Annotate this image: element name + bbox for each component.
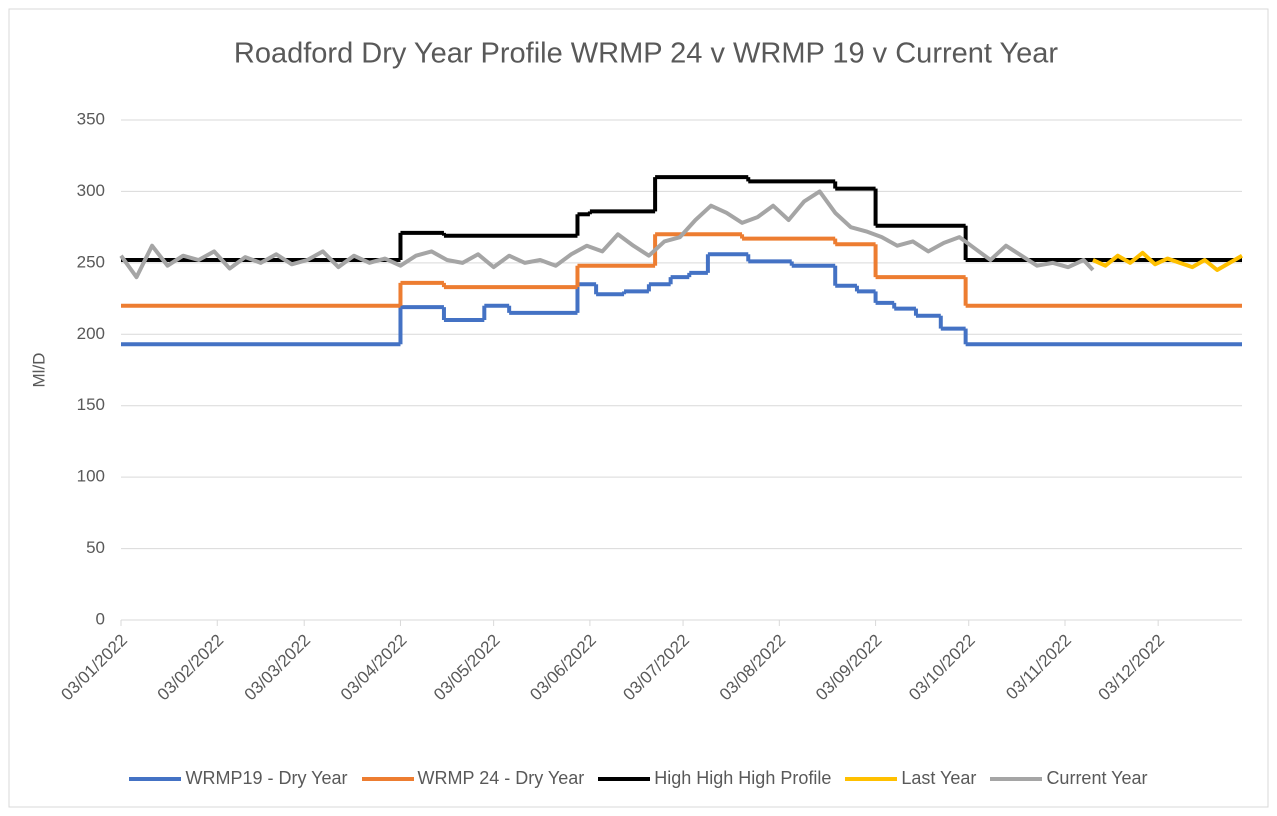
legend-label: High High High Profile <box>654 768 832 788</box>
legend-label: WRMP 24 - Dry Year <box>417 768 585 788</box>
y-tick-label: 200 <box>77 324 105 343</box>
legend-item: WRMP 24 - Dry Year <box>361 768 585 789</box>
y-tick-label: 0 <box>96 609 105 628</box>
series-line <box>119 189 1095 280</box>
legend-swatch <box>990 776 1043 781</box>
y-tick-label: 350 <box>77 109 105 128</box>
y-tick-label: 300 <box>77 181 105 200</box>
y-tick-label: 50 <box>86 538 105 557</box>
legend: WRMP19 - Dry Year WRMP 24 - Dry Year High … <box>0 768 1277 789</box>
legend-swatch <box>129 776 182 781</box>
legend-swatch <box>845 776 898 781</box>
y-tick-label: 150 <box>77 395 105 414</box>
chart-frame <box>8 8 1269 808</box>
y-axis-label: Ml/D <box>29 353 48 388</box>
chart-title: Roadford Dry Year Profile WRMP 24 v WRMP… <box>234 38 1059 70</box>
series-line <box>1092 250 1243 272</box>
legend-item: Last Year <box>845 768 976 789</box>
legend-label: Current Year <box>1046 768 1148 788</box>
y-tick-label: 250 <box>77 252 105 271</box>
legend-item: Current Year <box>990 768 1148 789</box>
legend-swatch <box>361 776 414 781</box>
legend-item: High High High Profile <box>598 768 831 789</box>
legend-label: WRMP19 - Dry Year <box>185 768 348 788</box>
legend-item: WRMP19 - Dry Year <box>129 768 348 789</box>
y-tick-label: 100 <box>77 467 105 486</box>
legend-label: Last Year <box>901 768 977 788</box>
legend-swatch <box>598 776 651 781</box>
